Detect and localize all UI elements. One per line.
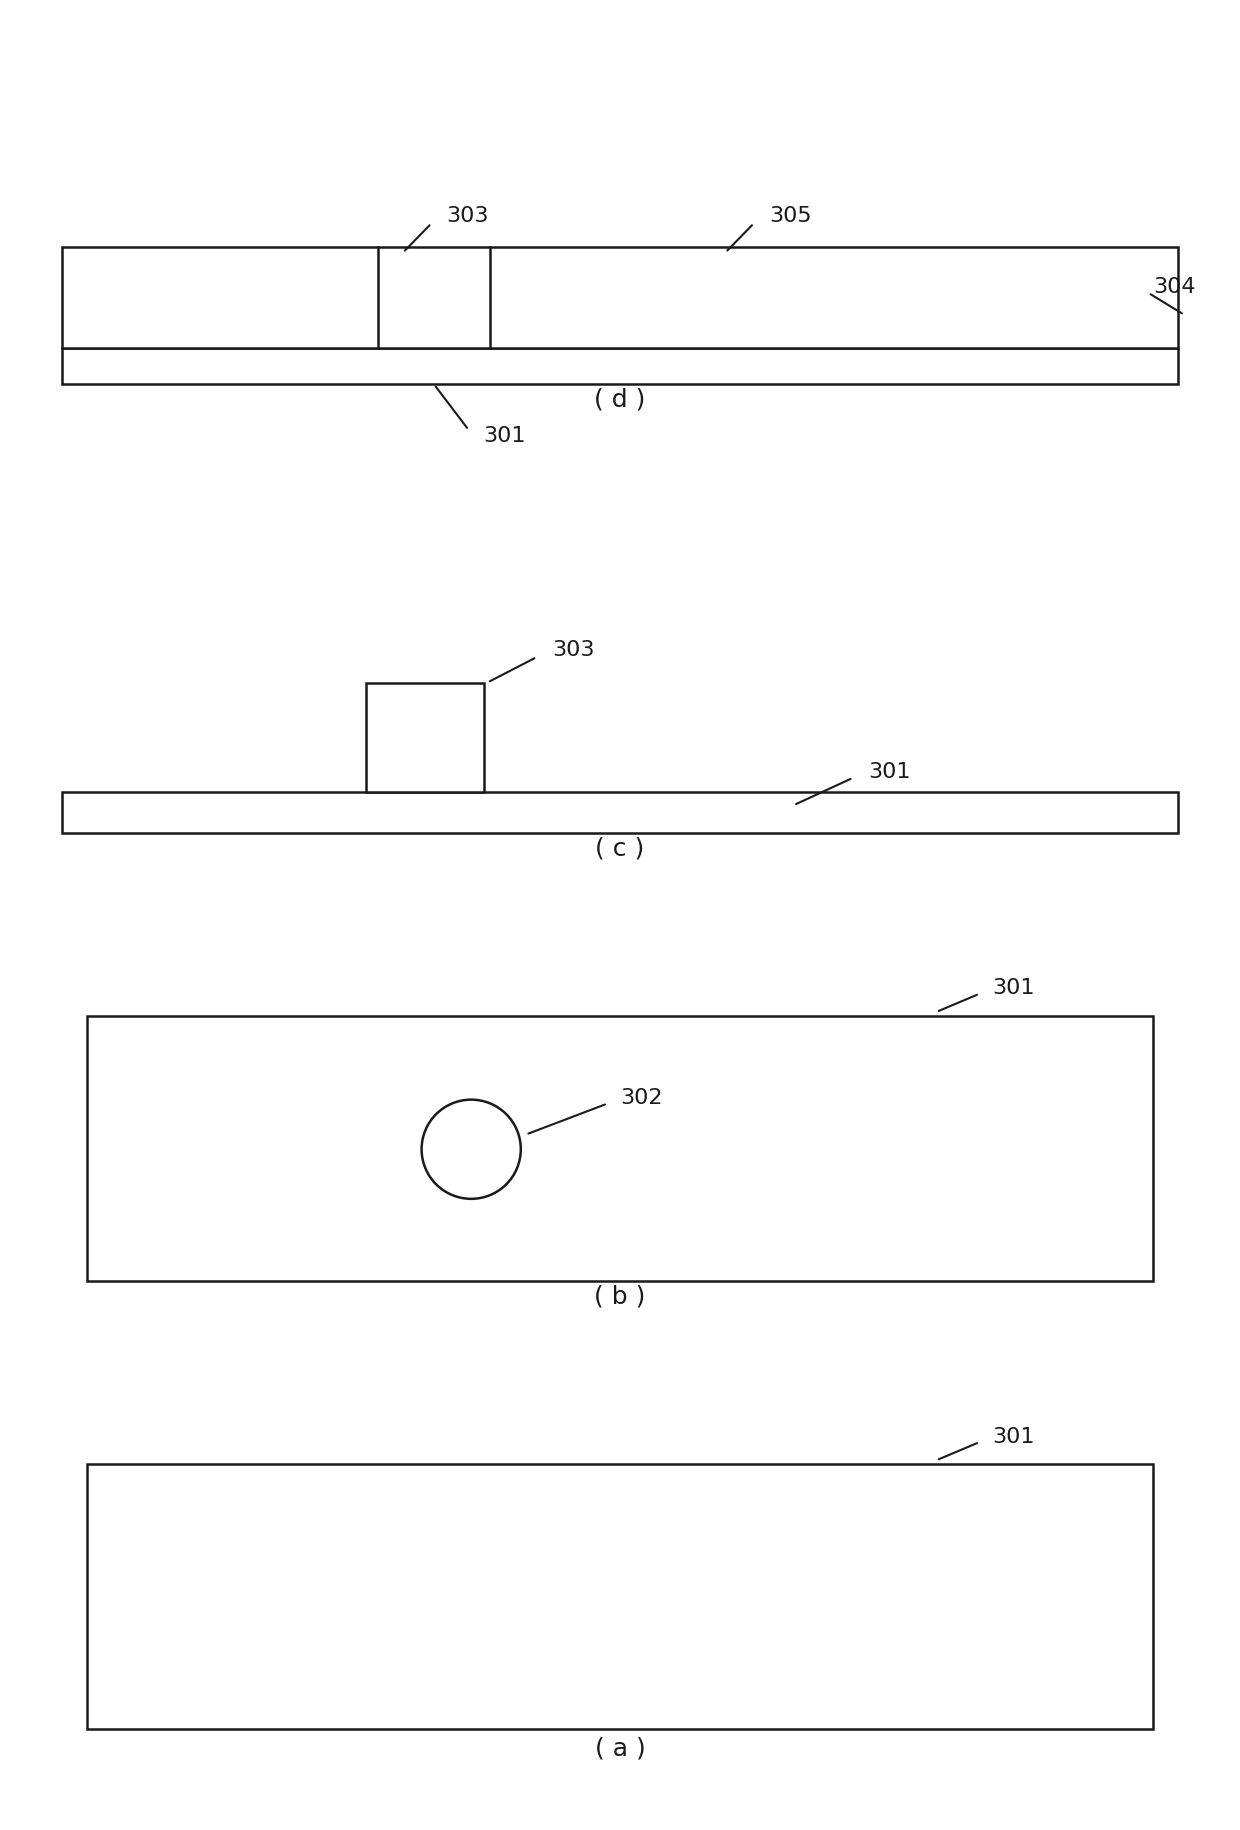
- Text: 305: 305: [769, 207, 811, 225]
- Text: ( d ): ( d ): [594, 388, 646, 412]
- Text: 301: 301: [868, 763, 910, 781]
- Bar: [62, 348, 1178, 384]
- Text: ( b ): ( b ): [594, 1285, 646, 1308]
- Text: 303: 303: [552, 640, 594, 659]
- Text: 301: 301: [484, 426, 526, 445]
- Bar: [87, 1464, 1153, 1729]
- Text: 303: 303: [446, 207, 489, 225]
- Bar: [366, 683, 484, 792]
- Bar: [62, 792, 1178, 833]
- Text: 301: 301: [992, 979, 1034, 997]
- Bar: [87, 1016, 1153, 1281]
- Bar: [62, 247, 1178, 348]
- Ellipse shape: [422, 1100, 521, 1199]
- Text: ( c ): ( c ): [595, 836, 645, 860]
- Text: 304: 304: [1153, 278, 1195, 296]
- Text: 302: 302: [620, 1089, 662, 1107]
- Text: 301: 301: [992, 1427, 1034, 1446]
- Text: ( a ): ( a ): [595, 1737, 645, 1760]
